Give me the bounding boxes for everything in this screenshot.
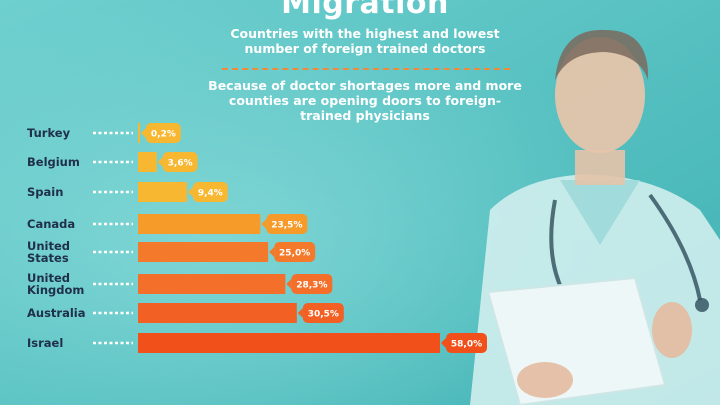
- value-label: 23,5%: [271, 221, 302, 231]
- value-label: 58,0%: [451, 340, 482, 350]
- bar: [138, 303, 297, 323]
- value-label: 9,4%: [198, 189, 223, 199]
- value-badge: 25,0%: [269, 242, 316, 262]
- value-badge: 28,3%: [286, 274, 333, 294]
- category-label: United States: [27, 239, 70, 265]
- value-badge: 9,4%: [187, 182, 228, 202]
- value-badge: 23,5%: [261, 214, 308, 234]
- category-label: Spain: [27, 185, 63, 199]
- value-badge: 0,2%: [141, 123, 181, 143]
- value-label: 3,6%: [168, 159, 193, 169]
- bar: [138, 242, 269, 262]
- value-badge: 58,0%: [441, 333, 487, 353]
- category-label: Belgium: [27, 155, 80, 169]
- bar: [138, 333, 440, 353]
- doctor-illustration: [470, 29, 720, 405]
- infographic-title: Migration: [281, 0, 449, 21]
- category-label: Turkey: [27, 126, 71, 140]
- value-label: 30,5%: [308, 310, 339, 320]
- infographic-subtitle: Countries with the highest and lowest nu…: [230, 26, 500, 56]
- section-divider: [222, 68, 510, 70]
- category-label: United Kingdom: [27, 271, 84, 297]
- category-label: Australia: [27, 306, 86, 320]
- bar: [138, 182, 187, 202]
- value-label: 25,0%: [279, 249, 310, 259]
- bar: [138, 152, 157, 172]
- value-label: 0,2%: [151, 130, 176, 140]
- value-label: 28,3%: [296, 281, 327, 291]
- category-label: Canada: [27, 217, 75, 231]
- category-label: Israel: [27, 336, 63, 350]
- bar: [138, 214, 261, 234]
- value-badge: 30,5%: [297, 303, 344, 323]
- value-badge: 3,6%: [157, 152, 198, 172]
- infographic-description: Because of doctor shortages more and mor…: [208, 78, 522, 123]
- bar: [138, 274, 286, 294]
- bar: [138, 123, 140, 143]
